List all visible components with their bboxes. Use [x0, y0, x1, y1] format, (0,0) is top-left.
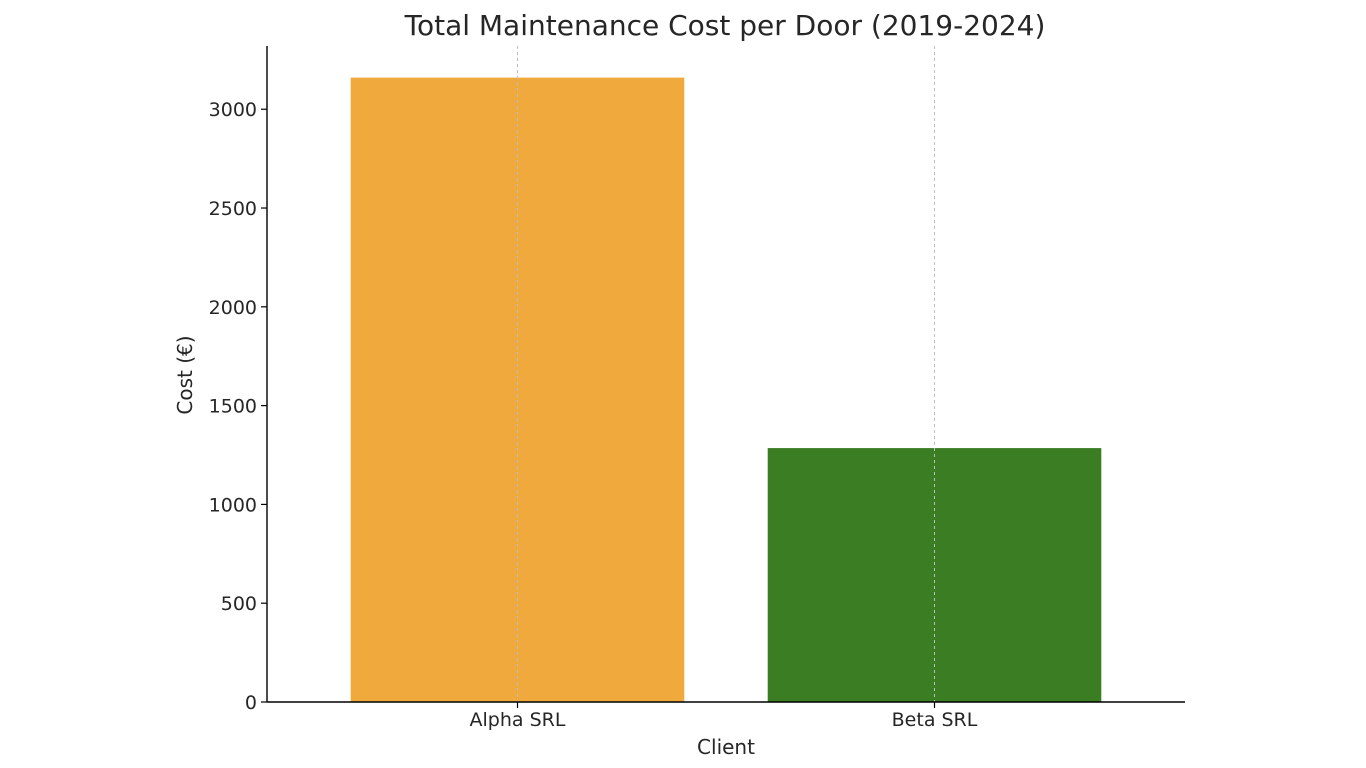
y-tick-label: 2500 [209, 198, 257, 220]
y-axis-label: Cost (€) [173, 335, 197, 414]
y-tick-label: 1500 [209, 396, 257, 418]
y-tick-label: 2000 [209, 297, 257, 319]
grid-overlay [517, 46, 935, 702]
chart-title: Total Maintenance Cost per Door (2019-20… [404, 9, 1046, 42]
y-tick-label: 3000 [209, 99, 257, 121]
x-tick-label: Alpha SRL [470, 709, 566, 731]
x-tick-label: Beta SRL [892, 709, 978, 731]
y-tick-label: 500 [221, 593, 257, 615]
x-axis-label: Client [697, 735, 755, 759]
y-axis-ticks: 0 500 1000 1500 2000 2500 3000 [209, 99, 267, 714]
y-tick-label: 0 [245, 692, 257, 714]
x-axis-ticks: Alpha SRL Beta SRL [470, 702, 978, 731]
y-tick-label: 1000 [209, 494, 257, 516]
bars [350, 77, 1102, 703]
